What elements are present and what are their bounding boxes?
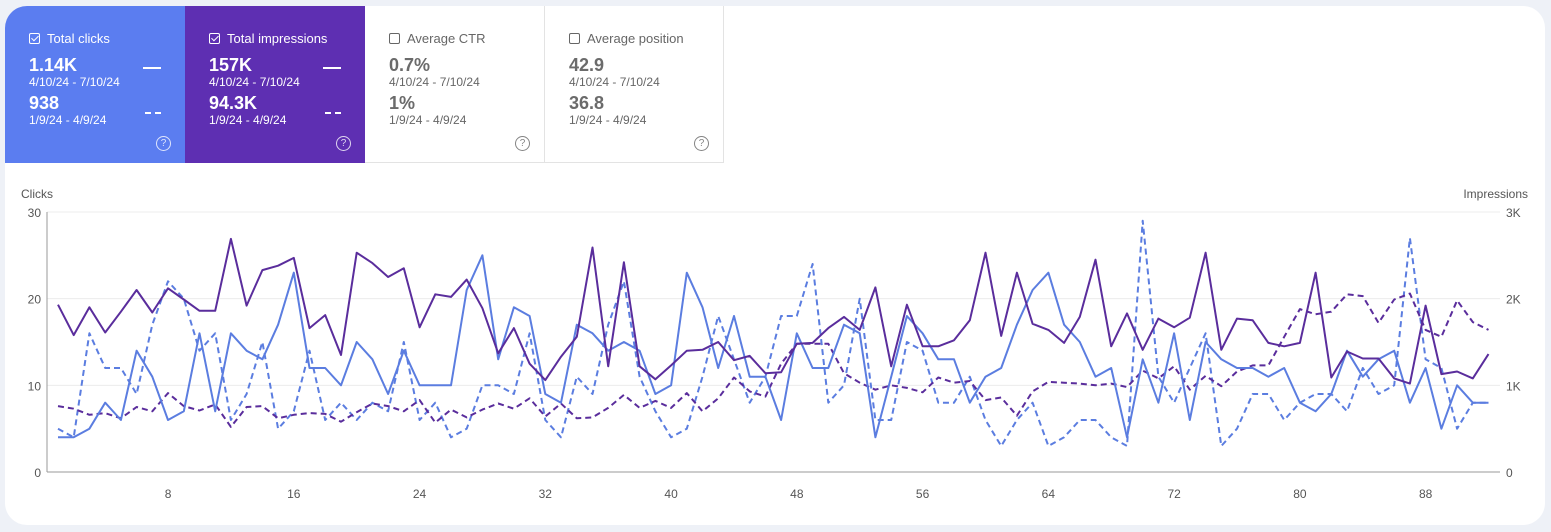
series-line-clicks-current <box>58 254 1489 439</box>
metric-current-value: 157K <box>209 55 253 75</box>
help-icon[interactable]: ? <box>694 136 709 151</box>
y-axis-left-label: Clicks <box>21 187 53 201</box>
help-icon[interactable]: ? <box>156 136 171 151</box>
solid-line-legend-icon <box>323 67 341 69</box>
metric-previous-range: 1/9/24 - 4/9/24 <box>389 113 467 127</box>
checkbox-icon[interactable] <box>389 32 400 44</box>
metric-previous-value: 94.3K <box>209 93 258 113</box>
metric-header[interactable]: Total clicks <box>29 30 185 46</box>
metric-card-average-position[interactable]: Average position 42.9 4/10/24 - 7/10/24 … <box>545 6 724 163</box>
metric-current-range: 4/10/24 - 7/10/24 <box>389 75 480 89</box>
y-tick-right: 1K <box>1506 379 1521 393</box>
metric-previous-range: 1/9/24 - 4/9/24 <box>569 113 647 127</box>
metric-label: Total impressions <box>227 30 328 46</box>
metric-current-value: 1.14K <box>29 55 78 75</box>
x-tick: 8 <box>165 487 172 501</box>
solid-line-legend-icon <box>143 67 161 69</box>
x-tick: 24 <box>413 487 427 501</box>
x-tick: 32 <box>539 487 553 501</box>
y-tick-right: 3K <box>1506 206 1521 220</box>
x-tick: 40 <box>664 487 678 501</box>
y-tick-left: 0 <box>34 466 41 480</box>
dashed-line-legend-icon <box>145 112 161 114</box>
metric-previous-value: 36.8 <box>569 93 605 113</box>
metric-current-value: 0.7% <box>389 55 431 75</box>
metric-card-average-ctr[interactable]: Average CTR 0.7% 4/10/24 - 7/10/24 1% 1/… <box>365 6 545 163</box>
metric-current-value: 42.9 <box>569 55 605 75</box>
y-tick-right: 0 <box>1506 466 1513 480</box>
y-tick-right: 2K <box>1506 293 1521 307</box>
metric-previous-value: 938 <box>29 93 60 113</box>
series-line-impressions-previous <box>57 292 1489 428</box>
x-tick: 16 <box>287 487 301 501</box>
metric-header[interactable]: Average CTR <box>389 30 544 46</box>
dashed-line-legend-icon <box>325 112 341 114</box>
x-tick: 56 <box>916 487 930 501</box>
x-tick: 88 <box>1419 487 1433 501</box>
metric-previous-value: 1% <box>389 93 416 113</box>
metric-header[interactable]: Total impressions <box>209 30 365 46</box>
metric-previous-range: 1/9/24 - 4/9/24 <box>29 113 107 127</box>
x-tick: 64 <box>1042 487 1056 501</box>
help-icon[interactable]: ? <box>336 136 351 151</box>
series-line-clicks-previous <box>57 219 1489 447</box>
x-tick: 80 <box>1293 487 1307 501</box>
y-tick-left: 20 <box>28 293 42 307</box>
y-tick-left: 10 <box>28 379 42 393</box>
checkbox-icon[interactable] <box>569 32 580 44</box>
checkbox-icon[interactable] <box>209 32 220 44</box>
performance-chart: Clicks Impressions 0 0 10 1K 20 2K 30 3K 8 16 24 32… <box>21 187 1528 501</box>
x-tick: 48 <box>790 487 804 501</box>
x-tick: 72 <box>1167 487 1181 501</box>
checkbox-icon[interactable] <box>29 32 40 44</box>
metric-header[interactable]: Average position <box>569 30 723 46</box>
metric-card-total-clicks[interactable]: Total clicks 1.14K 4/10/24 - 7/10/24 938… <box>5 6 185 163</box>
metric-label: Average CTR <box>407 30 486 46</box>
metric-card-total-impressions[interactable]: Total impressions 157K 4/10/24 - 7/10/24… <box>185 6 365 163</box>
series-line-impressions-current <box>57 237 1490 385</box>
help-icon[interactable]: ? <box>515 136 530 151</box>
metric-label: Total clicks <box>47 30 110 46</box>
metric-label: Average position <box>587 30 684 46</box>
metric-current-range: 4/10/24 - 7/10/24 <box>29 75 120 89</box>
y-axis-right-label: Impressions <box>1463 187 1528 201</box>
metric-current-range: 4/10/24 - 7/10/24 <box>209 75 300 89</box>
metric-current-range: 4/10/24 - 7/10/24 <box>569 75 660 89</box>
metric-previous-range: 1/9/24 - 4/9/24 <box>209 113 287 127</box>
y-tick-left: 30 <box>28 206 42 220</box>
